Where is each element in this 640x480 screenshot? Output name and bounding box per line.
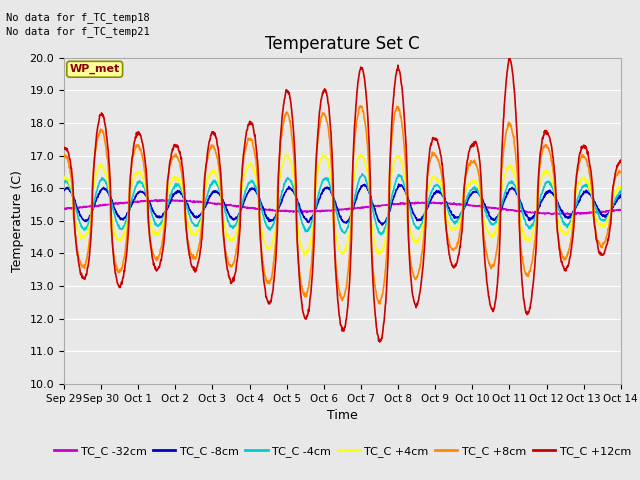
Text: WP_met: WP_met [70, 64, 120, 74]
Text: No data for f_TC_temp18: No data for f_TC_temp18 [6, 12, 150, 23]
Title: Temperature Set C: Temperature Set C [265, 35, 420, 53]
Y-axis label: Temperature (C): Temperature (C) [11, 170, 24, 272]
X-axis label: Time: Time [327, 409, 358, 422]
Legend: TC_C -32cm, TC_C -8cm, TC_C -4cm, TC_C +4cm, TC_C +8cm, TC_C +12cm: TC_C -32cm, TC_C -8cm, TC_C -4cm, TC_C +… [50, 442, 635, 462]
Text: No data for f_TC_temp21: No data for f_TC_temp21 [6, 26, 150, 37]
